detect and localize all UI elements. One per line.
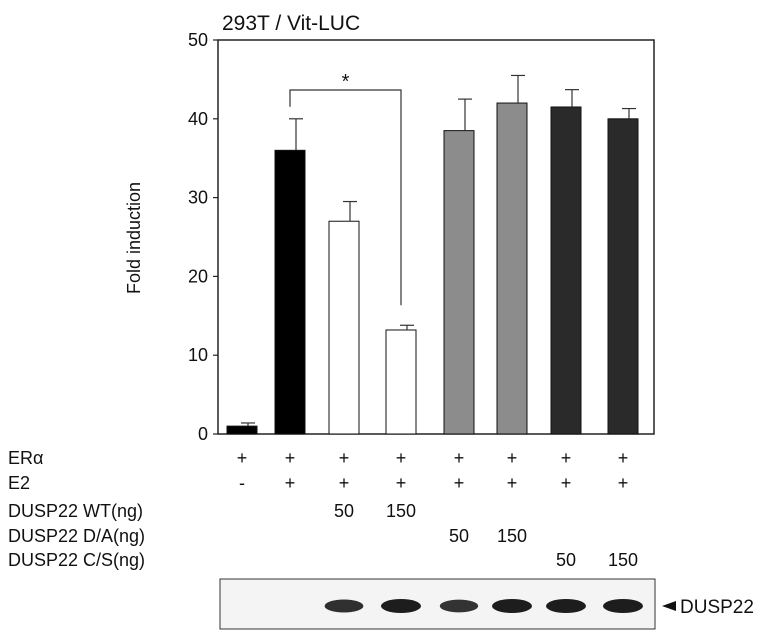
- bar: [607, 118, 639, 435]
- condition-value: -: [239, 473, 245, 493]
- condition-value: +: [507, 473, 518, 493]
- bars: [226, 102, 639, 435]
- condition-label: ERα: [8, 448, 43, 468]
- blot-label: DUSP22: [680, 597, 754, 618]
- condition-value: 150: [386, 501, 416, 521]
- blot-band: [603, 599, 643, 613]
- western-blot-panel: [219, 578, 656, 630]
- bar: [226, 425, 258, 435]
- condition-label: DUSP22 D/A(ng): [8, 526, 145, 546]
- y-axis-ticks: 0 10 20 30 40 50: [188, 30, 218, 444]
- western-blot-bands: [324, 599, 643, 613]
- condition-value: +: [396, 448, 407, 468]
- condition-value: +: [618, 473, 629, 493]
- condition-label: DUSP22 C/S(ng): [8, 550, 145, 570]
- bar: [328, 220, 360, 435]
- condition-value: +: [618, 448, 629, 468]
- condition-value: 50: [449, 526, 469, 546]
- condition-value: +: [396, 473, 407, 493]
- significance-bracket-line: [289, 89, 402, 306]
- condition-value: 150: [497, 526, 527, 546]
- error-bars: [241, 74, 636, 427]
- bar: [496, 102, 528, 435]
- condition-value: 150: [608, 550, 638, 570]
- y-tick-label: 20: [188, 266, 208, 286]
- chart-title: 293T / Vit-LUC: [222, 12, 360, 35]
- condition-value: +: [339, 448, 350, 468]
- condition-value: +: [454, 448, 465, 468]
- condition-value: 50: [334, 501, 354, 521]
- condition-values: + + + + + + + + - + + + + + + +50 150 50 150 50 150: [237, 448, 638, 570]
- condition-value: +: [285, 448, 296, 468]
- condition-value: +: [285, 473, 296, 493]
- bar: [550, 106, 582, 435]
- blot-band: [381, 599, 421, 613]
- condition-value: +: [561, 448, 572, 468]
- y-tick-label: 10: [188, 345, 208, 365]
- significance-star: *: [342, 71, 350, 93]
- condition-value: +: [237, 448, 248, 468]
- condition-value: +: [561, 473, 572, 493]
- blot-arrow-icon: [662, 601, 676, 611]
- blot-band: [324, 599, 364, 613]
- blot-band: [492, 599, 532, 613]
- bar: [274, 149, 306, 435]
- condition-value: 50: [556, 550, 576, 570]
- y-tick-label: 0: [198, 424, 208, 444]
- bar: [443, 130, 475, 435]
- plot-frame: [217, 39, 655, 435]
- bar: [385, 329, 417, 435]
- condition-label: E2: [8, 473, 30, 493]
- significance-bracket: *: [289, 71, 402, 306]
- blot-band: [439, 599, 479, 613]
- condition-value: +: [507, 448, 518, 468]
- y-axis-label: Fold induction: [124, 182, 144, 294]
- condition-value: +: [454, 473, 465, 493]
- blot-band: [546, 599, 586, 613]
- y-tick-label: 40: [188, 109, 208, 129]
- condition-row-labels: ERα E2 DUSP22 WT(ng) DUSP22 D/A(ng) DUSP22 C…: [8, 448, 145, 570]
- y-tick-label: 30: [188, 188, 208, 208]
- y-tick-label: 50: [188, 30, 208, 50]
- condition-label: DUSP22 WT(ng): [8, 501, 143, 521]
- condition-value: +: [339, 473, 350, 493]
